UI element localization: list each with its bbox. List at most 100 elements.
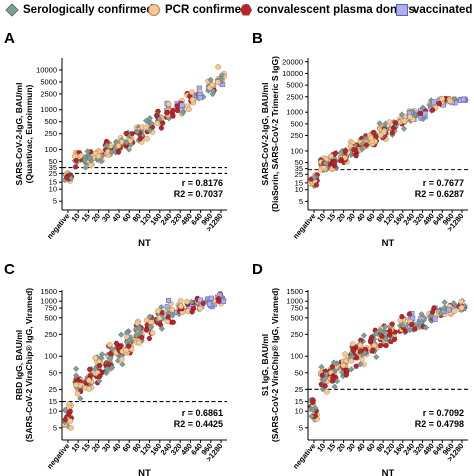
- data-point-convalescent-plasma-donors: [399, 314, 405, 320]
- data-point-convalescent-plasma-donors: [73, 157, 80, 163]
- data-point-serologically-confirmed: [357, 361, 364, 368]
- stats-text: R2 = 0.7037: [174, 189, 223, 199]
- x-axis-label: NT: [382, 468, 395, 476]
- data-point-convalescent-plasma-donors: [343, 372, 350, 378]
- data-point-convalescent-plasma-donors: [137, 136, 144, 142]
- data-point-convalescent-plasma-donors: [386, 328, 393, 334]
- data-point-serologically-confirmed: [440, 305, 448, 312]
- y-tick-label: 15: [49, 178, 57, 187]
- data-point-serologically-confirmed: [165, 309, 172, 317]
- y-tick-label: 100: [290, 352, 303, 361]
- y-tick-label: 750: [44, 304, 57, 313]
- data-point-serologically-confirmed: [103, 142, 111, 149]
- data-point-serologically-confirmed: [311, 174, 318, 181]
- data-point-convalescent-plasma-donors: [63, 174, 70, 180]
- data-point-pcr-confirmed: [348, 357, 355, 364]
- data-point-serologically-confirmed: [320, 377, 328, 384]
- data-point-pcr-confirmed: [371, 342, 378, 349]
- panel-letter: C: [4, 261, 15, 278]
- data-point-serologically-confirmed: [400, 125, 408, 132]
- legend-item-vaccinated: vaccinated: [396, 2, 472, 18]
- y-axis-label-line: RBD IgG, BAU/ml: [14, 330, 24, 400]
- legend-item-convalescent-plasma-donors: convalescent plasma donors: [240, 2, 415, 18]
- legend-item-serologically-confirmed: Serologically confirmed: [5, 2, 153, 18]
- data-point-serologically-confirmed: [123, 139, 130, 146]
- data-point-pcr-confirmed: [328, 153, 334, 159]
- y-axis-label: SARS-CoV-2-IgG, BAU/ml(Quantivac, Euroim…: [14, 83, 34, 186]
- data-point-convalescent-plasma-donors: [377, 343, 384, 348]
- data-point-serologically-confirmed: [86, 154, 93, 162]
- x-tick-label: negative: [291, 212, 317, 241]
- data-point-convalescent-plasma-donors: [344, 368, 350, 374]
- data-point-serologically-confirmed: [84, 148, 91, 155]
- data-point-pcr-confirmed: [86, 385, 92, 392]
- data-points: [61, 64, 227, 184]
- y-tick-label: 500: [44, 313, 57, 322]
- y-tick-label: 100: [44, 145, 57, 154]
- data-point-serologically-confirmed: [334, 378, 341, 385]
- data-point-convalescent-plasma-donors: [338, 157, 345, 163]
- y-tick-label: 5000: [286, 81, 303, 90]
- data-point-convalescent-plasma-donors: [431, 305, 437, 311]
- data-point-convalescent-plasma-donors: [350, 348, 357, 353]
- data-points: [61, 291, 227, 431]
- x-axis-label: NT: [382, 238, 395, 249]
- data-point-convalescent-plasma-donors: [329, 375, 336, 381]
- data-point-serologically-confirmed: [450, 300, 457, 307]
- data-point-vaccinated: [220, 298, 226, 304]
- data-point-pcr-confirmed: [458, 304, 465, 311]
- y-tick-label: 50: [295, 158, 303, 167]
- data-point-convalescent-plasma-donors: [429, 107, 436, 113]
- data-point-convalescent-plasma-donors: [406, 311, 413, 317]
- circle-marker-icon: [148, 4, 160, 16]
- stats-text: R2 = 0.6287: [415, 189, 464, 199]
- data-point-convalescent-plasma-donors: [165, 314, 171, 320]
- legend-label: PCR confirmed: [165, 4, 249, 16]
- data-point-pcr-confirmed: [67, 418, 74, 424]
- y-tick-label: 250: [290, 330, 303, 339]
- data-point-serologically-confirmed: [179, 109, 187, 117]
- data-point-serologically-confirmed: [330, 359, 338, 366]
- data-point-serologically-confirmed: [103, 366, 111, 373]
- data-point-pcr-confirmed: [340, 362, 347, 369]
- y-tick-label: 20000: [282, 57, 303, 66]
- data-point-serologically-confirmed: [382, 336, 389, 343]
- data-point-serologically-confirmed: [137, 329, 144, 336]
- data-point-pcr-confirmed: [123, 347, 130, 354]
- data-point-convalescent-plasma-donors: [72, 164, 79, 170]
- data-point-serologically-confirmed: [96, 377, 103, 385]
- data-point-vaccinated: [446, 307, 452, 313]
- data-point-pcr-confirmed: [451, 308, 458, 314]
- data-point-pcr-confirmed: [189, 96, 196, 103]
- y-tick-label: 250: [44, 330, 57, 339]
- data-point-convalescent-plasma-donors: [67, 408, 74, 414]
- data-point-pcr-confirmed: [214, 79, 221, 85]
- data-point-pcr-confirmed: [92, 355, 99, 361]
- stats-text: R2 = 0.4425: [174, 419, 223, 429]
- x-tick-label: negative: [45, 442, 71, 471]
- data-point-convalescent-plasma-donors: [146, 336, 153, 341]
- data-point-serologically-confirmed: [73, 365, 80, 372]
- data-point-convalescent-plasma-donors: [138, 334, 145, 340]
- data-point-convalescent-plasma-donors: [164, 110, 170, 116]
- data-point-vaccinated: [208, 295, 214, 301]
- data-point-pcr-confirmed: [342, 351, 348, 358]
- y-axis-label-line: S1 IgG, BAU/ml: [260, 334, 270, 396]
- y-axis-label-line: SARS-CoV-2-IgG, BAU/ml: [14, 83, 24, 186]
- data-point-convalescent-plasma-donors: [126, 343, 132, 349]
- data-point-serologically-confirmed: [118, 331, 125, 338]
- y-axis-label: SARS-CoV-2-IgG, BAU/ml(DiaSorin, SARS-Co…: [260, 56, 280, 212]
- data-point-serologically-confirmed: [377, 327, 384, 334]
- stats-text: r = 0.8176: [182, 178, 223, 188]
- data-point-serologically-confirmed: [158, 325, 166, 332]
- data-point-vaccinated: [179, 102, 185, 108]
- data-point-serologically-confirmed: [399, 321, 406, 329]
- data-point-serologically-confirmed: [309, 406, 317, 414]
- data-point-vaccinated: [432, 316, 438, 322]
- data-point-convalescent-plasma-donors: [331, 159, 338, 165]
- y-tick-label: 25: [49, 169, 57, 178]
- data-point-serologically-confirmed: [73, 372, 80, 379]
- data-point-convalescent-plasma-donors: [174, 107, 181, 113]
- data-point-convalescent-plasma-donors: [215, 298, 222, 304]
- data-point-convalescent-plasma-donors: [383, 343, 389, 348]
